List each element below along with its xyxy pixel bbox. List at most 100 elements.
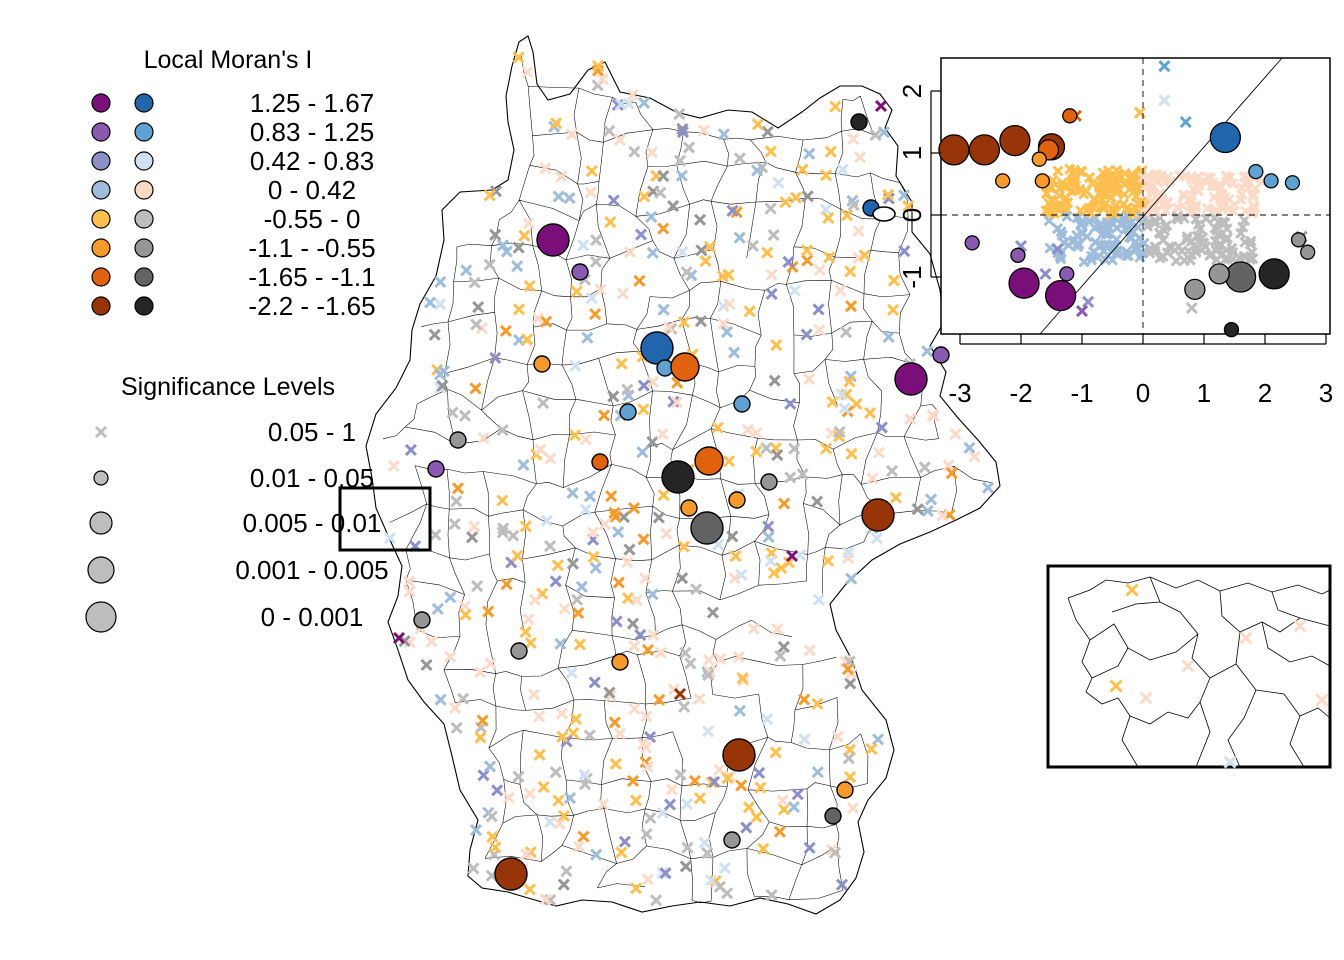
scatter-cross [1048,207,1060,219]
district-cross-marker [522,217,535,230]
x-tick-label: -1 [1070,378,1093,408]
scatter-cross [1085,207,1097,219]
district-cross-marker [596,73,609,86]
district-cross-marker [653,693,666,706]
district-cross-marker [563,192,576,205]
district-cross-marker [782,255,795,268]
moran-legend-swatch-high [134,151,154,171]
district-cross-marker [607,194,620,207]
scatter-x-axis: -3 -2 -1 0 1 2 3 [948,334,1333,408]
district-cross-marker [647,628,660,641]
scatter-cross [1053,190,1065,202]
scatter-cross [1162,196,1174,208]
district-cross-marker [634,628,647,642]
scatter-cross [1155,170,1167,182]
district-cross-marker [610,615,623,628]
district-cross-marker [726,530,739,543]
district-cross-marker [736,672,749,685]
moran-legend-label: -0.55 - 0 [264,204,361,234]
district-cross-marker [765,889,778,902]
district-cross-marker [752,766,766,779]
scatter-cross [1067,175,1080,187]
district-cross-marker [921,504,934,518]
district-cross-marker [703,240,716,253]
district-cross-marker [660,527,673,540]
scatter-cross [1078,188,1090,200]
district-cross-marker [611,98,624,112]
district-cross-marker [764,202,777,215]
district-cross-marker [844,300,858,313]
scatter-cross [1158,94,1171,107]
district-cross-marker [645,210,658,223]
district-cross-marker [657,170,670,183]
district-cross-marker [534,443,547,456]
district-cross-marker [767,566,780,579]
district-cross-marker [811,495,824,508]
district-cross-marker [458,409,472,422]
district-cross-marker [789,191,802,204]
district-cross-marker [477,432,490,445]
district-cross-marker [533,748,546,761]
district-cross-marker [801,190,814,203]
district-cross-marker [472,301,485,314]
district-cross-marker [870,532,883,545]
scatter-cross [1249,183,1261,195]
district-cross-marker [603,124,616,137]
scatter-cross [1132,198,1144,210]
scatter-cross [1187,205,1199,217]
scatter-cross [1172,202,1184,214]
district-cross-marker [637,379,650,392]
district-cross-marker [555,707,568,720]
district-cross-marker [646,375,659,388]
district-significant-circle [728,491,746,509]
district-cross-marker [918,461,931,474]
district-cross-marker [963,441,976,454]
district-cross-marker [702,653,715,667]
district-cross-marker [560,865,573,878]
district-cross-marker [728,572,741,585]
district-significant-circle [571,263,589,281]
district-cross-marker [637,96,651,109]
district-cross-marker [866,472,879,485]
scatter-cross [1212,240,1224,252]
scatter-cross [1096,239,1108,251]
district-cross-marker [776,794,789,807]
district-cross-marker [694,315,707,328]
district-cross-marker [489,841,502,854]
district-cross-marker [777,803,790,816]
district-cross-marker [543,540,557,553]
district-cross-marker [621,383,634,396]
district-cross-marker [798,693,811,706]
scatter-significant-points [938,108,1316,338]
significant-district-markers [413,113,950,891]
district-cross-marker [609,510,622,523]
scatter-cross [1124,217,1137,229]
marker-cross [392,631,406,645]
district-cross-marker [673,107,686,121]
scatter-significant-point [1300,244,1316,260]
district-significant-circle [611,653,629,671]
district-cross-marker [521,333,534,346]
district-cross-marker [897,189,911,202]
district-cross-marker [677,540,690,553]
scatter-cross [1062,239,1075,251]
district-cross-marker [800,328,813,341]
scatter-cross [1190,213,1202,225]
district-cross-marker [497,522,510,535]
district-cross-marker [484,657,497,670]
district-cross-marker [531,312,544,325]
district-cross-marker [522,613,535,626]
district-cross-marker [450,721,463,734]
district-cross-marker [676,126,690,139]
district-cross-marker [581,331,594,344]
district-cross-marker [615,357,628,370]
scatter-cross [1146,186,1158,198]
district-cross-marker [512,303,526,316]
scatter-cross [1179,115,1192,129]
district-cross-marker [572,840,585,853]
moran-legend-label: 0.83 - 1.25 [250,117,374,147]
district-cross-marker [708,775,721,789]
district-cross-marker [684,657,697,670]
scatter-cross [1245,235,1257,247]
district-cross-marker [512,241,525,254]
